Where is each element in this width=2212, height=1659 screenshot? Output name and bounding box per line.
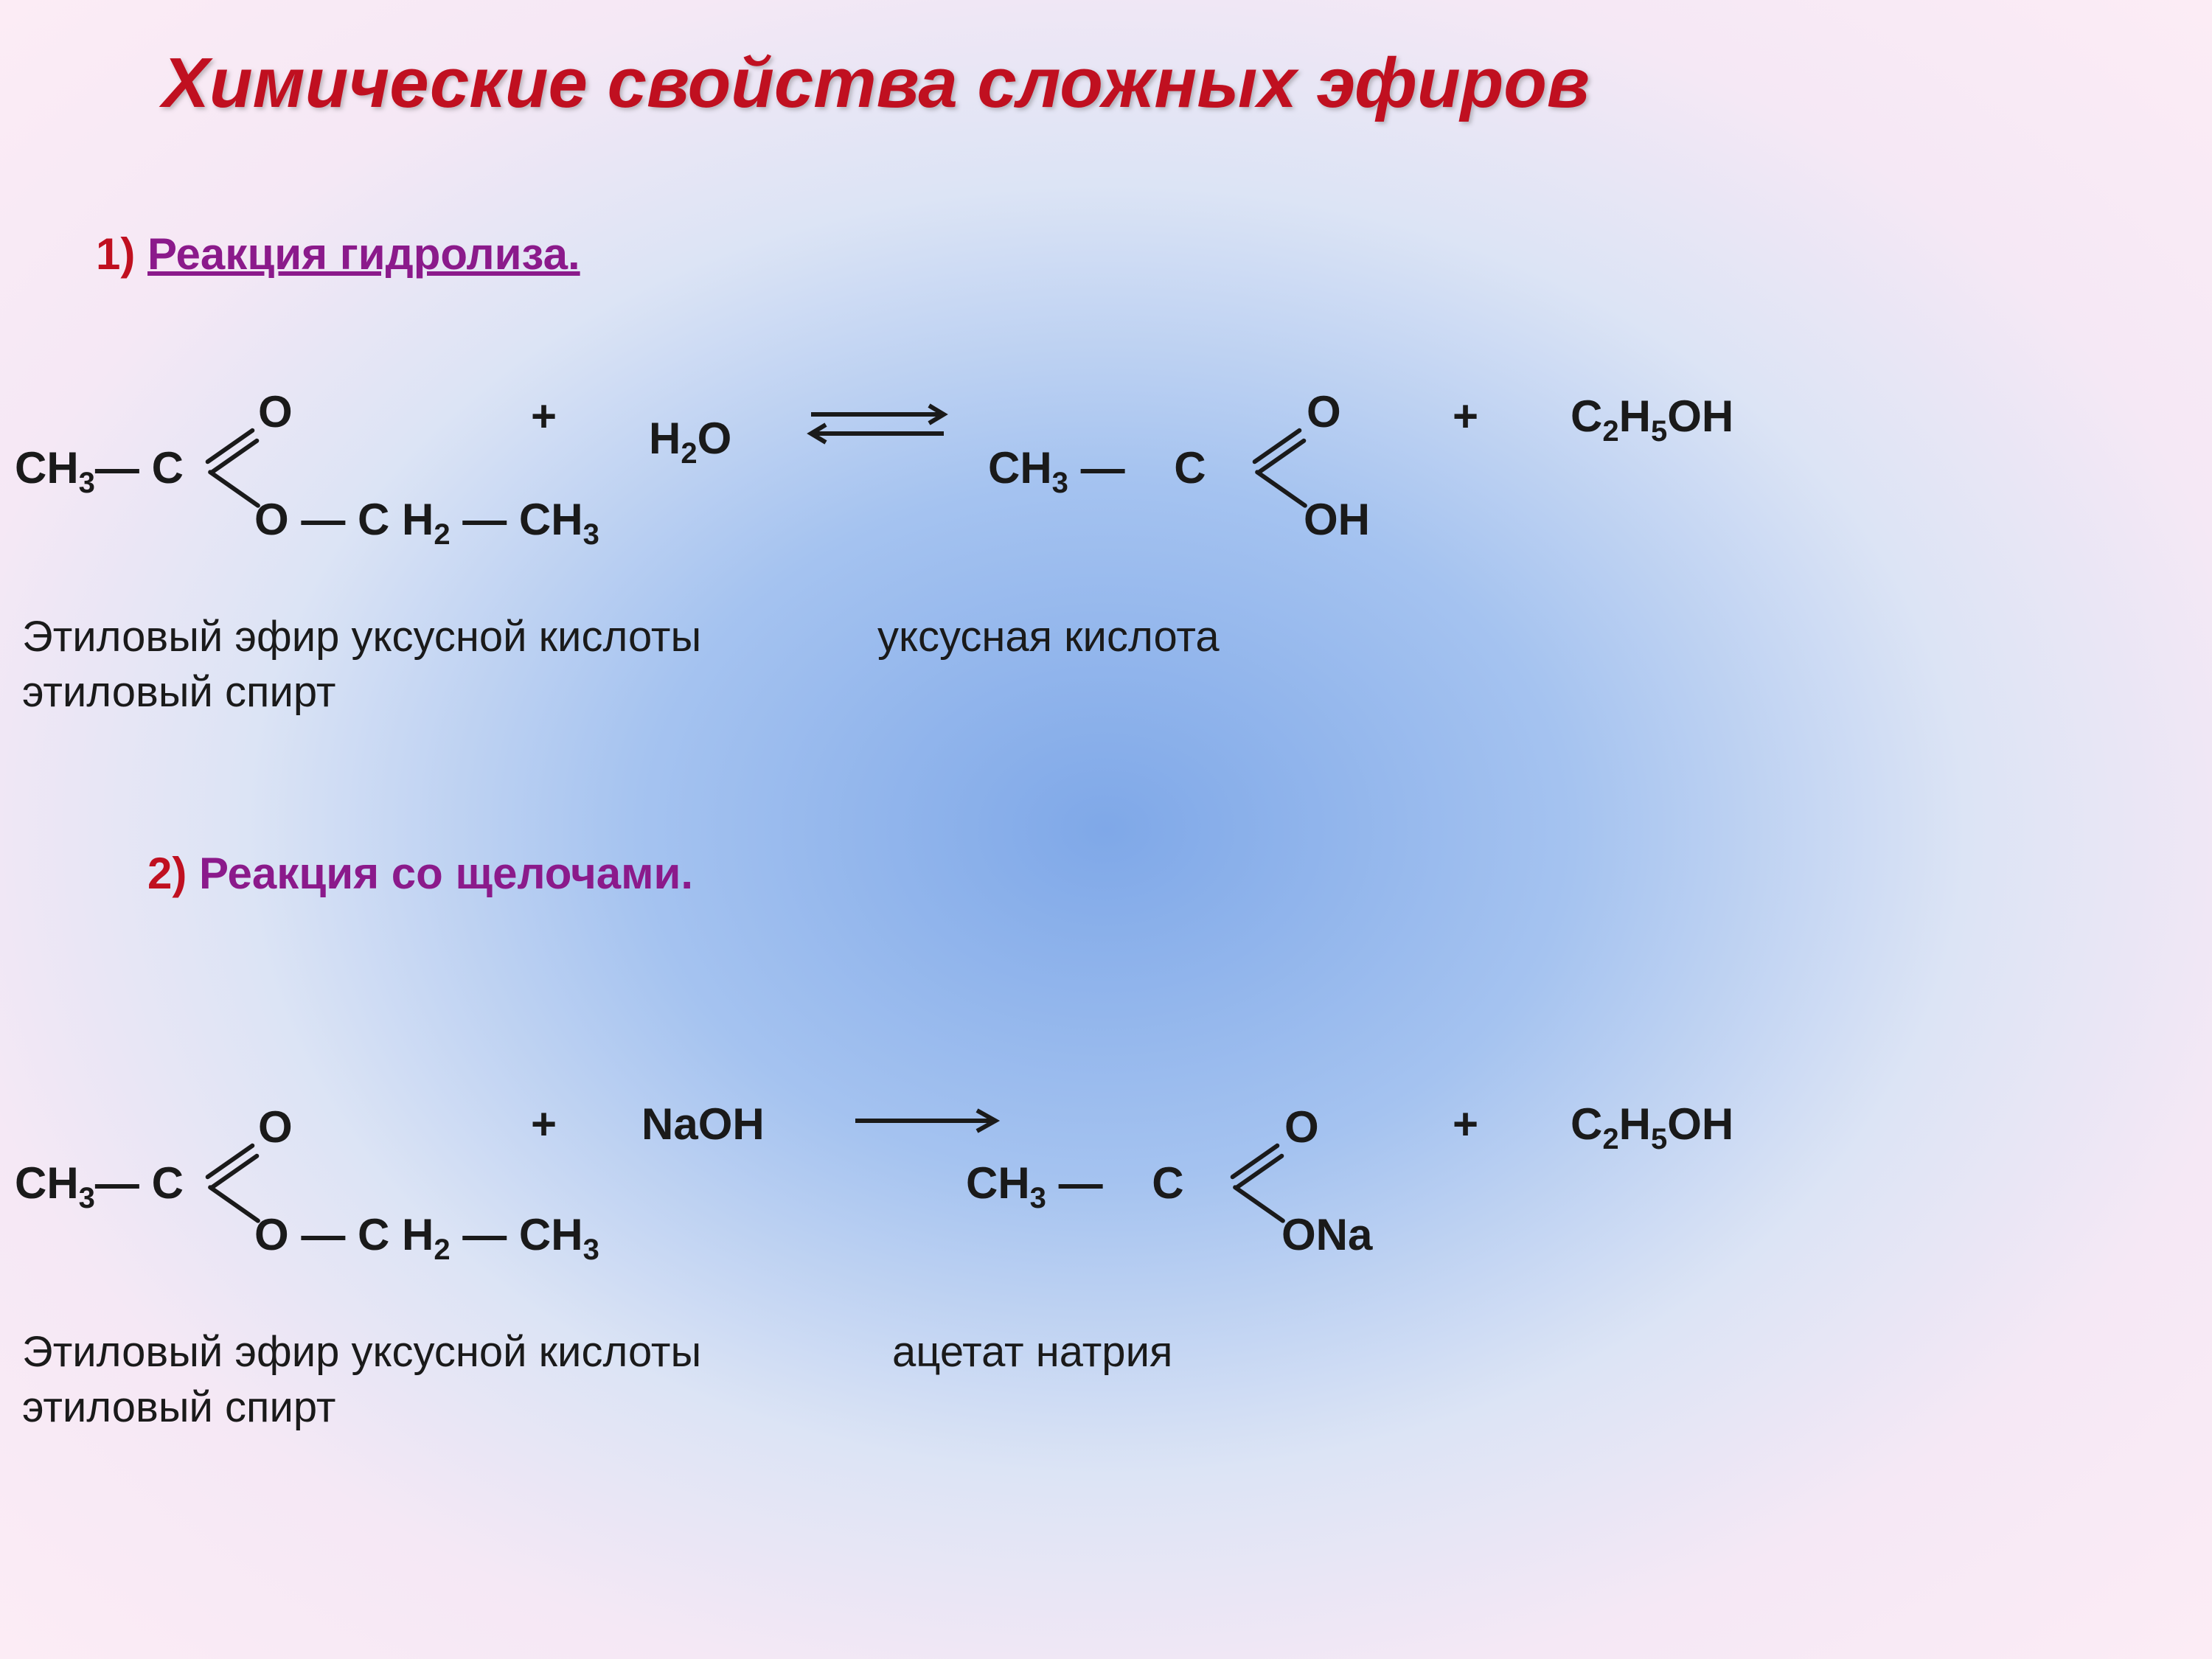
r2-ester-c: — С (95, 1158, 184, 1208)
r1-ester-ch3-tail-sub: 3 (583, 518, 599, 551)
r2-ester-structure: СН3— С О О — С Н2 — СН3 (15, 1106, 516, 1264)
r1-acid-upper-o: О (1307, 386, 1341, 437)
r1-ester-ch3-sub: 3 (79, 467, 95, 499)
r1-acid-c: — С (1068, 443, 1206, 493)
r1-ester-o-ch2: О — С Н (254, 495, 434, 544)
r1-label-acid: уксусная кислота (877, 612, 1220, 661)
subheading-text: Реакция гидролиза. (147, 229, 580, 279)
r1-ester-ch3: СН (15, 443, 79, 493)
r1-acid-structure: СН3 — С О ОН (988, 391, 1401, 549)
r1-ester-single-bond (207, 469, 261, 509)
r2-ester-upper-o: О (258, 1102, 293, 1152)
slide-title: Химические свойства сложных эфиров (162, 44, 1590, 122)
r2-ester-single-bond (207, 1184, 261, 1224)
r2-ester-ch3-tail: — СН (451, 1210, 583, 1259)
r2-eth-c: С (1571, 1099, 1602, 1149)
r2-eth-oh: ОН (1667, 1099, 1733, 1149)
r2-acet-c: — С (1046, 1158, 1184, 1208)
subheading-alkali: 2) Реакция со щелочами. (147, 848, 693, 899)
subheading2-number: 2) (147, 849, 199, 898)
r1-ester-ch3-tail: — СН (451, 495, 583, 544)
r1-acid-single-bond (1254, 469, 1308, 509)
r1-h2o: Н2О (649, 413, 731, 470)
r1-ethanol: С2Н5ОН (1571, 391, 1733, 448)
r1-eth-c: С (1571, 392, 1602, 441)
r2-acet-ch3-sub: 3 (1030, 1182, 1046, 1214)
r1-h2o-sub: 2 (681, 437, 697, 470)
r1-acid-ch3-sub: 3 (1052, 467, 1068, 499)
r2-plus-2: + (1453, 1099, 1478, 1150)
r1-ester-structure: СН3— С О О — С Н2 — СН3 (15, 391, 516, 549)
r1-ester-upper-o: О (258, 386, 293, 437)
r1-ester-ch2-sub: 2 (434, 518, 450, 551)
r1-equilibrium-arrows (796, 391, 959, 467)
r1-h2o-h: Н (649, 414, 681, 463)
r1-acid-ch3: СН (988, 443, 1052, 493)
r1-eth-sub5: 5 (1651, 415, 1667, 448)
r2-label-acetate: ацетат натрия (892, 1327, 1172, 1377)
r1-eth-sub2: 2 (1602, 415, 1618, 448)
r2-label-ester: Этиловый эфир уксусной кислоты (22, 1327, 701, 1377)
subheading-hydrolysis: 1) Реакция гидролиза. (96, 229, 580, 279)
r2-ester-ch3-tail-sub: 3 (583, 1234, 599, 1266)
r2-ester-ch3: СН (15, 1158, 79, 1208)
r2-acet-ona: ОNa (1281, 1209, 1372, 1260)
r2-ester-o-ch2: О — С Н (254, 1210, 434, 1259)
r1-eth-oh: ОН (1667, 392, 1733, 441)
r2-ethanol: С2Н5ОН (1571, 1099, 1733, 1156)
r2-eth-h: Н (1619, 1099, 1651, 1149)
subheading-number: 1) (96, 229, 147, 279)
r1-plus-1: + (531, 391, 557, 442)
r1-ester-c: — С (95, 443, 184, 493)
r1-h2o-o: О (698, 414, 732, 463)
r2-ester-ch2-sub: 2 (434, 1234, 450, 1266)
r2-eth-sub2: 2 (1602, 1123, 1618, 1155)
r1-acid-oh: ОН (1304, 494, 1370, 545)
r2-naoh: NaOH (641, 1099, 765, 1150)
r2-ester-ch3-sub: 3 (79, 1182, 95, 1214)
r2-label-ethanol: этиловый спирт (22, 1382, 335, 1432)
r2-acetate-structure: СН3 — С О ОNa (966, 1106, 1408, 1264)
subheading2-text: Реакция со щелочами. (199, 849, 693, 898)
r2-acet-upper-o: О (1284, 1102, 1319, 1152)
r2-plus-1: + (531, 1099, 557, 1150)
r1-plus-2: + (1453, 391, 1478, 442)
r1-eth-h: Н (1619, 392, 1651, 441)
r1-label-ethanol: этиловый спирт (22, 667, 335, 717)
r2-eth-sub5: 5 (1651, 1123, 1667, 1155)
r2-acet-single-bond (1232, 1184, 1286, 1224)
r2-acet-ch3: СН (966, 1158, 1030, 1208)
r1-label-ester: Этиловый эфир уксусной кислоты (22, 612, 701, 661)
